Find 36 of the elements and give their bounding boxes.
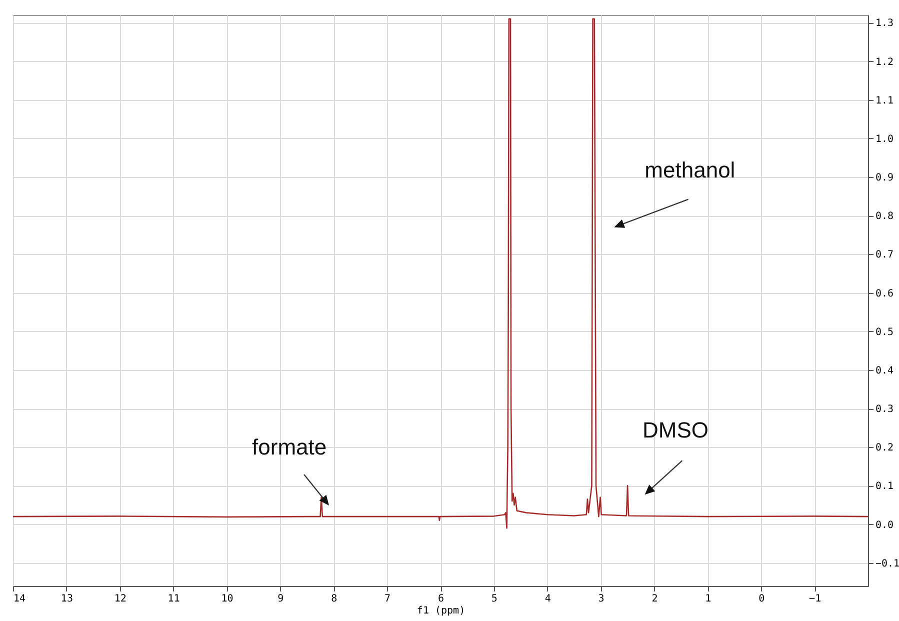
x-tick-label: −1 xyxy=(809,594,822,604)
y-tick-label: 0.6 xyxy=(876,288,894,300)
y-tick-label: 1.0 xyxy=(876,134,894,145)
x-tick-label: 1 xyxy=(705,594,712,604)
x-axis-title: f1 (ppm) xyxy=(416,606,466,616)
x-tick-label: 4 xyxy=(544,594,551,604)
y-tick-label: 0.8 xyxy=(876,211,894,222)
x-tick-label: 0 xyxy=(758,594,765,604)
x-tick-label: 2 xyxy=(652,594,658,604)
x-tick-label: 12 xyxy=(114,594,126,604)
y-tick-label: 0.0 xyxy=(876,520,894,531)
y-tick-label: 0.1 xyxy=(876,481,894,492)
annotation: DMSO xyxy=(642,418,709,443)
y-tick-label: 0.3 xyxy=(876,404,894,416)
y-tick-label: 1.2 xyxy=(876,56,894,68)
line-series xyxy=(13,18,868,529)
x-tick-label: 3 xyxy=(598,594,604,604)
y-tick-label: 0.4 xyxy=(876,365,894,376)
y-tick-label: 0.5 xyxy=(876,326,894,338)
y-tick-label: 0.7 xyxy=(876,250,894,261)
y-tick-label: 1.1 xyxy=(876,95,894,106)
y-tick-label: 0.9 xyxy=(876,172,894,184)
x-tick-label: 6 xyxy=(438,594,444,604)
x-tick-label: 13 xyxy=(60,594,73,604)
y-tick-label: 1.3 xyxy=(876,18,894,30)
annotation: formate xyxy=(252,434,327,460)
annotation: methanol xyxy=(644,158,736,183)
y-tick-label: −0.1 xyxy=(876,558,899,570)
x-tick-label: 10 xyxy=(221,594,234,604)
x-tick-label: 9 xyxy=(278,594,284,604)
x-tick-label: 5 xyxy=(491,594,498,604)
x-tick-label: 7 xyxy=(384,594,391,604)
x-tick-label: 11 xyxy=(168,594,180,604)
y-tick-label: 0.2 xyxy=(876,442,894,454)
x-tick-label: 14 xyxy=(14,594,26,604)
x-tick-label: 8 xyxy=(331,594,338,604)
